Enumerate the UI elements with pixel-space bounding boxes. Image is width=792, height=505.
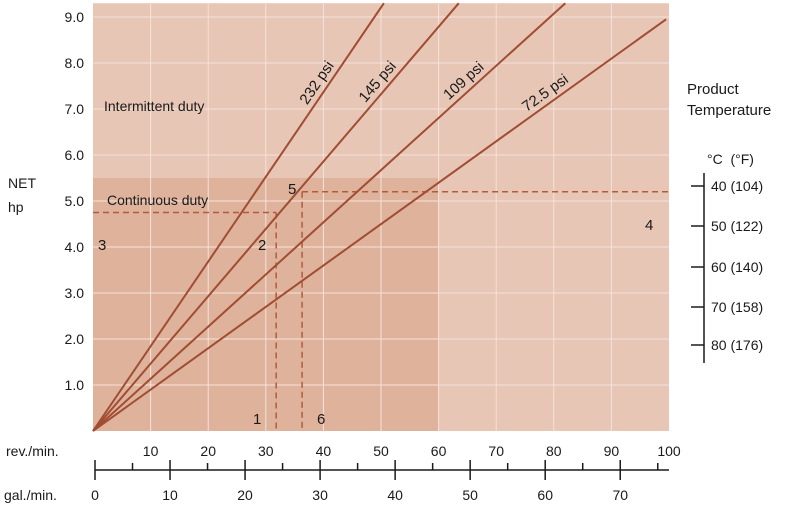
pressure-line bbox=[92, 18, 667, 432]
pressure-line bbox=[92, 2, 566, 432]
pressure-line bbox=[92, 2, 385, 432]
y-tick-label: 8.0 bbox=[65, 55, 85, 71]
gpm-tick-label: 0 bbox=[91, 487, 99, 503]
y-tick-label: 7.0 bbox=[65, 101, 85, 117]
pressure-line bbox=[92, 2, 460, 432]
x-axis-secondary-label: gal./min. bbox=[4, 487, 57, 503]
x-axis: 10 20 30 40 50 60 70 80 90 100 0 10 20 30 40 50 60 70 bbox=[91, 443, 681, 503]
marker-3: 3 bbox=[98, 237, 106, 254]
x-axis-primary-label: rev./min. bbox=[6, 443, 59, 459]
temperature-unit-header: °C (°F) bbox=[707, 151, 754, 167]
gpm-tick-label: 70 bbox=[612, 487, 628, 503]
gpm-tick-label: 10 bbox=[162, 487, 178, 503]
temperature-title-line1: Product bbox=[687, 81, 740, 98]
y-tick-label: 3.0 bbox=[65, 285, 85, 301]
example-path bbox=[93, 191, 669, 431]
marker-6: 6 bbox=[317, 411, 325, 428]
y-tick-label: 1.0 bbox=[65, 377, 85, 393]
marker-1: 1 bbox=[253, 411, 261, 428]
rpm-tick-label: 30 bbox=[258, 443, 274, 459]
gpm-tick-label: 30 bbox=[312, 487, 328, 503]
y-tick-label: 5.0 bbox=[65, 193, 85, 209]
rpm-tick-label: 50 bbox=[373, 443, 389, 459]
rpm-tick-label: 20 bbox=[200, 443, 216, 459]
temperature-level-label: 80 (176) bbox=[711, 337, 763, 353]
y-axis-ticks: 1.0 2.0 3.0 4.0 5.0 6.0 7.0 8.0 9.0 bbox=[65, 9, 85, 393]
y-tick-label: 9.0 bbox=[65, 9, 85, 25]
gpm-tick-label: 40 bbox=[387, 487, 403, 503]
temperature-level-label: 60 (140) bbox=[711, 259, 763, 275]
temperature-title-line2: Temperature bbox=[687, 102, 771, 119]
temperature-level-label: 50 (122) bbox=[711, 218, 763, 234]
rpm-tick-label: 40 bbox=[316, 443, 332, 459]
rpm-tick-label: 70 bbox=[488, 443, 504, 459]
y-axis-label-line2: hp bbox=[8, 199, 24, 215]
y-tick-label: 6.0 bbox=[65, 147, 85, 163]
y-tick-label: 2.0 bbox=[65, 331, 85, 347]
marker-5: 5 bbox=[288, 181, 296, 198]
temperature-scale: 40 (104) 50 (122) 60 (140) 70 (158) 80 (176) bbox=[691, 173, 763, 363]
gpm-tick-label: 60 bbox=[537, 487, 553, 503]
y-tick-label: 4.0 bbox=[65, 239, 85, 255]
temperature-level-label: 40 (104) bbox=[711, 178, 763, 194]
temperature-level-label: 70 (158) bbox=[711, 299, 763, 315]
rpm-tick-label: 10 bbox=[143, 443, 159, 459]
rpm-tick-label: 60 bbox=[431, 443, 447, 459]
gpm-tick-label: 20 bbox=[237, 487, 253, 503]
intermittent-duty-label: Intermittent duty bbox=[104, 98, 204, 114]
rpm-tick-label: 100 bbox=[657, 443, 681, 459]
marker-4: 4 bbox=[645, 217, 653, 234]
gpm-tick-label: 50 bbox=[462, 487, 478, 503]
marker-2: 2 bbox=[258, 237, 266, 254]
rpm-tick-label: 80 bbox=[546, 443, 562, 459]
rpm-tick-label: 90 bbox=[604, 443, 620, 459]
continuous-duty-label: Continuous duty bbox=[107, 192, 208, 208]
y-axis-label-line1: NET bbox=[8, 175, 36, 191]
gridlines bbox=[93, 3, 669, 431]
